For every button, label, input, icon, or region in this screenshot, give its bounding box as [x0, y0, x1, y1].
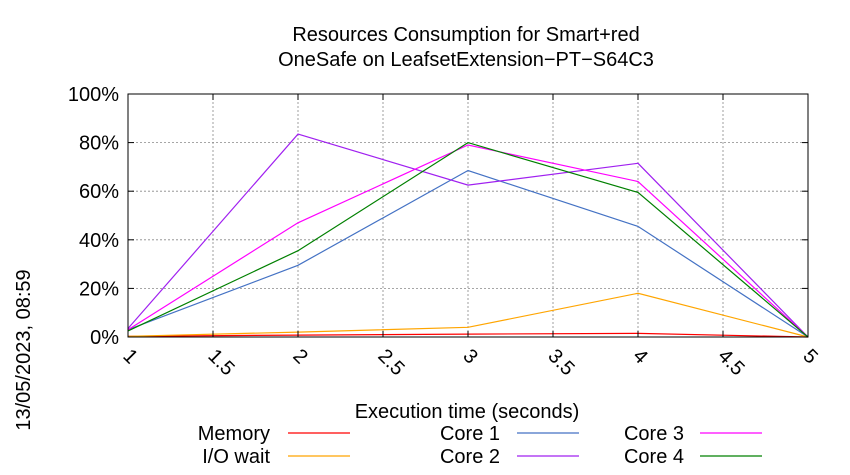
series-line-core-1: [127, 169, 809, 338]
chart-grid: [128, 94, 808, 337]
chart-series: [127, 133, 809, 338]
legend-label: Memory: [198, 423, 270, 445]
y-tick-label: 20%: [79, 278, 119, 300]
y-tick-label: 60%: [79, 181, 119, 203]
legend-label: Core 1: [440, 423, 500, 445]
legend-label: I/O wait: [202, 446, 270, 468]
x-tick-label: 5: [798, 345, 821, 368]
y-tick-label: 100%: [68, 84, 119, 106]
x-tick-label: 1: [118, 345, 141, 368]
series-line-core-3: [127, 144, 809, 338]
series-line-core-2: [127, 133, 809, 338]
x-tick-label: 2: [288, 345, 311, 368]
legend-label: Core 4: [624, 446, 684, 468]
chart-title-line-2: OneSafe on LeafsetExtension−PT−S64C3: [278, 49, 654, 71]
y-tick-label: 80%: [79, 133, 119, 155]
x-tick-label: 4.5: [713, 345, 748, 380]
y-tick-label: 40%: [79, 230, 119, 252]
legend-label: Core 2: [440, 446, 500, 468]
series-line-i-o-wait: [127, 292, 809, 338]
x-tick-label: 3.5: [543, 345, 578, 380]
side-timestamp: 13/05/2023, 08:59: [13, 269, 35, 430]
chart-ticks: 0% 20% 40% 60% 80% 100% 1 1.5 2 2.5 3 3.5 4 4.5 5: [68, 84, 822, 380]
series-line-core-4: [127, 141, 809, 338]
y-tick-label: 0%: [90, 327, 119, 349]
legend-label: Core 3: [624, 423, 684, 445]
x-tick-label: 2.5: [373, 345, 408, 380]
chart-title-line-1: Resources Consumption for Smart+red: [292, 24, 639, 46]
x-axis-label: Execution time (seconds): [355, 401, 580, 423]
x-tick-label: 4: [628, 345, 651, 368]
x-tick-label: 1.5: [203, 345, 238, 380]
x-tick-label: 3: [458, 345, 481, 368]
